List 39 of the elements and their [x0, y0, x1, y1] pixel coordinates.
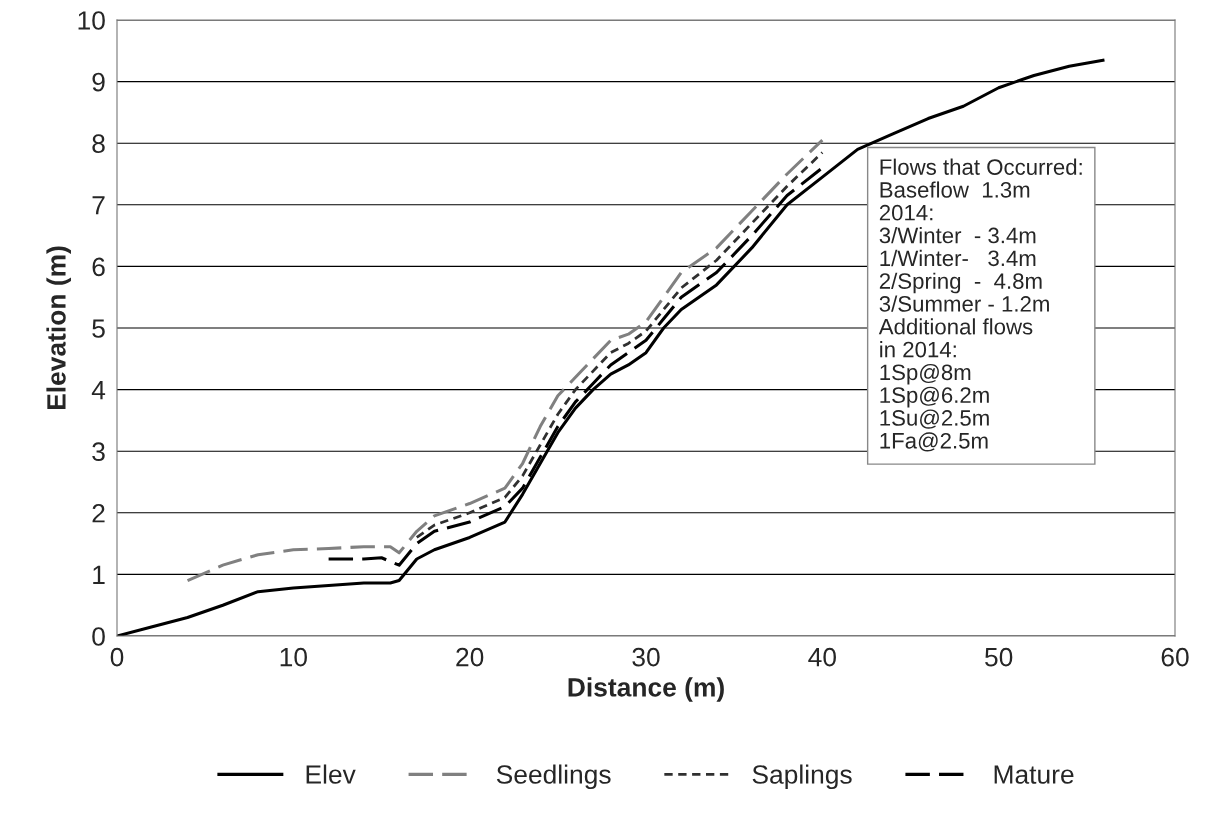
y-tick-label: 5 — [92, 319, 105, 338]
x-axis-title: Distance (m) — [568, 677, 724, 702]
y-tick-label: 0 — [92, 627, 105, 646]
y-tick-label: 10 — [78, 11, 105, 30]
y-tick-label: 7 — [92, 196, 105, 215]
legend-label: Mature — [994, 765, 1074, 784]
legend-label: Seedlings — [496, 764, 611, 790]
annotation: 3/Summer - 1.2m — [879, 295, 1049, 312]
x-tick-label: 60 — [1161, 647, 1189, 667]
x-tick-label: 40 — [808, 647, 836, 667]
y-tick-label: 2 — [92, 503, 105, 523]
annotation: 3/Winter - 3.4m — [879, 227, 1036, 244]
x-tick-label: 10 — [280, 647, 307, 667]
annotation: 1Fa@2.5m — [880, 432, 988, 452]
annotation: 2/Spring - 4.8m — [879, 272, 1042, 294]
y-tick-label: 9 — [92, 72, 105, 92]
y-tick-label: 1 — [93, 565, 105, 584]
annotation: Flows that Occurred: — [880, 158, 1082, 175]
x-tick-label: 30 — [632, 647, 660, 667]
annotation: 1Sp@8m — [880, 363, 971, 385]
legend-label: Elev — [306, 764, 356, 784]
annotation: Additional flows — [878, 318, 1033, 335]
y-tick-label: 6 — [92, 257, 105, 277]
x-tick-label: 0 — [110, 647, 124, 667]
y-axis-title: Elevation (m) — [46, 246, 71, 410]
y-tick-label: 4 — [91, 381, 106, 400]
y-tick-label: 8 — [92, 134, 105, 154]
x-tick-label: 50 — [985, 647, 1013, 667]
annotation: Baseflow 1.3m — [880, 181, 1030, 198]
line-series — [186, 138, 824, 583]
legend-label: Saplings — [752, 764, 852, 790]
y-tick-label: 3 — [92, 442, 105, 462]
annotation: 2014: — [879, 204, 933, 221]
annotation: in 2014: — [880, 341, 956, 358]
annotation: 1Sp@6.2m — [880, 386, 989, 408]
annotation: 1Su@2.5m — [880, 409, 989, 429]
annotation: 1/Winter- 3.4m — [880, 249, 1036, 267]
x-tick-label: 20 — [456, 647, 484, 667]
line-series — [415, 151, 824, 539]
